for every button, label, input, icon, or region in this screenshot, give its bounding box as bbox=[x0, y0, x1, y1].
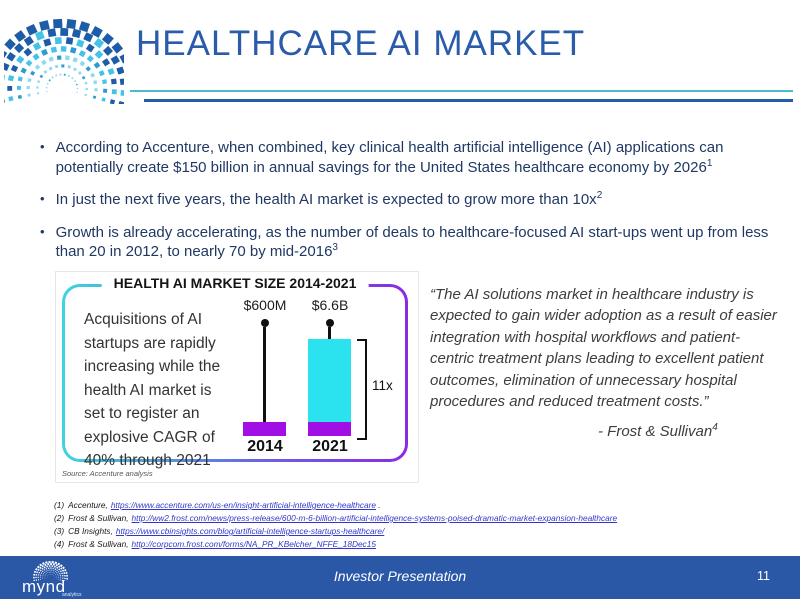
year-label-2021: 2021 bbox=[312, 438, 348, 455]
footer-logo: mynd analytics bbox=[20, 556, 110, 599]
lollipop-dot-2021 bbox=[326, 319, 334, 327]
bullet-list: • According to Accenture, when combined,… bbox=[40, 138, 776, 275]
bullet-item: • According to Accenture, when combined,… bbox=[40, 138, 776, 177]
bullet-icon: • bbox=[40, 139, 45, 154]
quote-attribution: - Frost & Sullivan bbox=[598, 422, 713, 440]
value-label-2021: $6.6B bbox=[311, 297, 349, 313]
growth-annotation: 11x bbox=[372, 378, 393, 393]
lollipop-stick-2021 bbox=[328, 327, 331, 339]
title-underline-blue bbox=[144, 99, 793, 102]
lollipop-stick-2014 bbox=[263, 327, 266, 422]
bullet-icon: • bbox=[40, 191, 45, 206]
bullet-text: In just the next five years, the health … bbox=[55, 191, 597, 208]
value-label-2014: $600M bbox=[243, 297, 287, 313]
mynd-spiral-logo-icon bbox=[4, 18, 124, 104]
footnote-label: (4) bbox=[54, 539, 65, 549]
footnote-source: CB Insights, bbox=[68, 526, 113, 536]
page-number: 11 bbox=[757, 569, 770, 583]
bar-2014-base bbox=[243, 422, 286, 436]
bar-2021-base bbox=[308, 422, 351, 436]
bullet-text: Growth is already accelerating, as the n… bbox=[55, 223, 769, 261]
footnote-link[interactable]: http://ww2.frost.com/news/press-release/… bbox=[131, 513, 618, 523]
footer-bar: mynd analytics Investor Presentation 11 bbox=[0, 556, 800, 599]
page-title: HEALTHCARE AI MARKET bbox=[136, 24, 586, 63]
bullet-text: According to Accenture, when combined, k… bbox=[55, 139, 724, 176]
quote-attribution-superscript: 4 bbox=[712, 421, 718, 433]
market-size-figure: HEALTH AI MARKET SIZE 2014-2021 Acquisit… bbox=[55, 271, 419, 483]
quote-block: “The AI solutions market in healthcare i… bbox=[430, 284, 782, 442]
footnote: (4) Frost & Sullivan, http://corpcom.frost… bbox=[54, 539, 617, 549]
footnote-link[interactable]: https://www.cbinsights.com/blog/artifici… bbox=[115, 526, 385, 536]
footnote-suffix: . bbox=[375, 500, 381, 510]
footnote-source: Accenture, bbox=[68, 500, 108, 510]
figure-title: HEALTH AI MARKET SIZE 2014-2021 bbox=[101, 275, 369, 291]
figure-source: Source: Accenture analysis bbox=[62, 469, 153, 478]
growth-bracket bbox=[357, 339, 367, 440]
footnote-list: (1) Accenture, https://www.accenture.com/u… bbox=[54, 500, 617, 552]
footnote-link[interactable]: https://www.accenture.com/us-en/insight-… bbox=[110, 500, 376, 510]
footnote: (2) Frost & Sullivan, http://ww2.frost.com… bbox=[54, 513, 617, 523]
quote-text: “The AI solutions market in healthcare i… bbox=[430, 286, 777, 411]
footnote-source: Frost & Sullivan, bbox=[68, 513, 129, 523]
bullet-superscript: 1 bbox=[706, 157, 713, 169]
footnote: (1) Accenture, https://www.accenture.com/u… bbox=[54, 500, 617, 510]
footnote-link[interactable]: http://corpcom.frost.com/forms/NA_PR_KBe… bbox=[131, 539, 376, 549]
title-underline-cyan bbox=[130, 90, 793, 92]
footer-logo-subtext: analytics bbox=[62, 592, 82, 598]
year-label-2014: 2014 bbox=[247, 438, 283, 455]
figure-side-note: Acquisitions of AI startups are rapidly … bbox=[84, 311, 221, 470]
footer-logo-text: mynd bbox=[22, 577, 66, 596]
footer-title: Investor Presentation bbox=[333, 568, 467, 584]
bar-2021 bbox=[308, 339, 351, 422]
footnote-label: (3) bbox=[54, 526, 65, 536]
bullet-superscript: 3 bbox=[332, 242, 338, 253]
bullet-item: • In just the next five years, the healt… bbox=[40, 190, 776, 210]
footnote-label: (2) bbox=[54, 513, 65, 523]
footnote-label: (1) bbox=[54, 500, 65, 510]
bullet-superscript: 2 bbox=[596, 190, 603, 201]
bullet-item: • Growth is already accelerating, as the… bbox=[40, 223, 776, 262]
mynd-spiral-logo-icon bbox=[33, 560, 68, 581]
footnote-source: Frost & Sullivan, bbox=[68, 539, 129, 549]
figure-frame: HEALTH AI MARKET SIZE 2014-2021 Acquisit… bbox=[62, 275, 408, 469]
bullet-icon: • bbox=[40, 223, 45, 239]
footnote: (3) CB Insights, https://www.cbinsights.co… bbox=[54, 526, 617, 536]
lollipop-dot-2014 bbox=[261, 319, 269, 327]
